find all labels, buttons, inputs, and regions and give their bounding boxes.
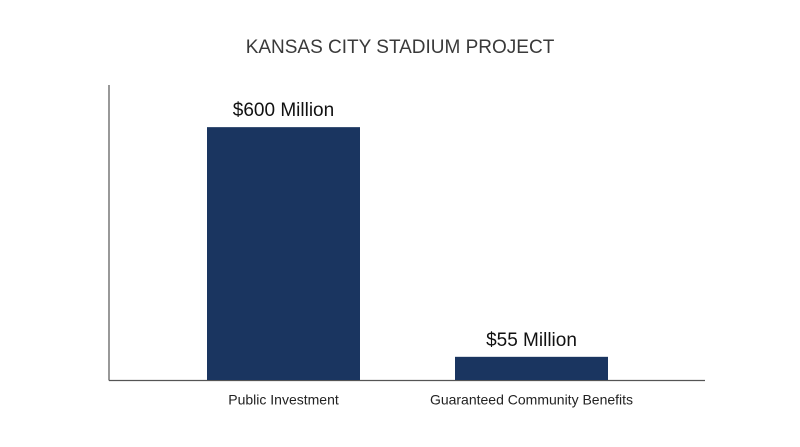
chart-title: KANSAS CITY STADIUM PROJECT — [246, 37, 555, 58]
x-tick-label: Public Investment — [228, 392, 339, 408]
value-label: $600 Million — [233, 100, 334, 121]
bar — [455, 356, 608, 380]
x-tick-label: Guaranteed Community Benefits — [430, 392, 633, 408]
bar — [207, 127, 360, 381]
value-label: $55 Million — [486, 330, 577, 351]
